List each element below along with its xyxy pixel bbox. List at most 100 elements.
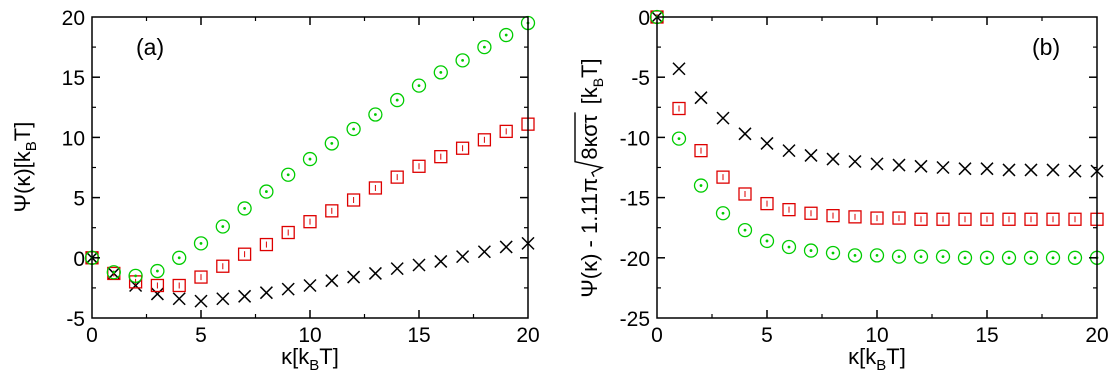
panel-a-point-cross — [347, 270, 361, 284]
panel-b-ylabel-tail: T] — [577, 58, 602, 78]
panel-a-point-cross — [499, 240, 513, 254]
panel-a-point-cross — [434, 254, 448, 268]
panel-b-point-cross — [760, 136, 774, 150]
panel-b-point-circle — [847, 248, 863, 263]
panel-b-y-tick-label: 0 — [638, 7, 650, 30]
panel-b-marks — [649, 9, 1105, 265]
panel-a-point-square — [325, 204, 339, 218]
panel-a-point-square — [194, 270, 208, 284]
panel-a-x-tick-label: 20 — [516, 324, 539, 347]
panel-a-point-cross — [325, 274, 339, 288]
panel-b-point-cross — [738, 127, 752, 141]
panel-b-point-square — [1002, 212, 1016, 226]
panel-b-point-circle — [737, 222, 753, 238]
panel-b-point-cross — [672, 62, 686, 76]
panel-a-ylabel-main: Ψ(κ)[k — [10, 150, 35, 212]
panel-a-y-tick-label: 10 — [62, 127, 85, 150]
panel-b-x-tick-label: 15 — [975, 324, 998, 347]
panel-b-point-cross — [958, 162, 972, 176]
panel-a-y-tick-label: 20 — [62, 7, 85, 30]
panel-b-y-tick-label: -15 — [620, 188, 650, 211]
panel-a-point-circle — [390, 92, 405, 108]
panel-a-x-tick-label: 0 — [86, 324, 98, 347]
panel-b-point-circle — [1001, 250, 1017, 265]
panel-a-y-tick-label: 15 — [62, 67, 85, 90]
panel-a-point-circle — [499, 27, 514, 43]
panel-a-point-square — [390, 170, 404, 184]
panel-a-point-square — [434, 150, 448, 164]
panel-b-point-square — [958, 212, 972, 226]
panel-b-point-cross — [1046, 163, 1060, 177]
panel-b-point-cross — [848, 154, 862, 169]
panel-b-point-square — [738, 187, 752, 201]
panel-b-point-circle — [1067, 250, 1083, 265]
panel-a-point-cross — [281, 282, 295, 296]
panel-a-x-tick-label: 15 — [407, 324, 430, 347]
panel-b-point-cross — [1002, 163, 1016, 177]
panel-b-point-square — [804, 206, 818, 220]
panel-a-xlabel-tail: T] — [319, 344, 339, 369]
panel-b-point-circle — [715, 206, 731, 221]
panel-a-y-tick-label: 0 — [73, 248, 85, 271]
panel-a-point-square — [237, 247, 252, 261]
panel-b-point-square — [672, 101, 686, 116]
panel-b-xlabel-sub: B — [876, 357, 886, 373]
panel-b-point-square — [1068, 212, 1082, 226]
panel-b-point-circle — [759, 233, 775, 249]
panel-b-y-tick-label: -5 — [631, 67, 650, 90]
panel-a-y-tick-label: 5 — [73, 188, 85, 211]
panel-a-point-square — [412, 159, 426, 173]
panel-b-point-cross — [870, 157, 884, 171]
panel-b: 0 5 10 15 20-25-20-15-10-50 (b) κ[kBT] Ψ(κ) … — [574, 7, 1109, 373]
panel-b-y-tick-label: -25 — [620, 308, 650, 331]
panel-b-label: (b) — [1032, 34, 1060, 60]
panel-a-point-square — [259, 237, 274, 252]
panel-b-frame — [656, 16, 1098, 319]
panel-b-point-square — [914, 212, 928, 226]
panel-b-point-circle — [979, 250, 995, 265]
panel-b-ylabel-sub: B — [590, 78, 606, 87]
panel-b-point-cross — [782, 144, 796, 158]
panel-a-point-square — [368, 181, 383, 195]
panel-a-point-circle — [215, 219, 230, 234]
panel-a-point-circle — [346, 121, 361, 137]
panel-b-point-square — [870, 211, 884, 225]
panel-a-point-cross — [456, 250, 470, 264]
panel-a-point-circle — [128, 268, 143, 284]
panel-a-point-circle — [106, 265, 121, 280]
panel-a-y-tick-label: -5 — [66, 308, 85, 331]
panel-a-point-square — [499, 124, 513, 139]
panel-b-point-square — [694, 143, 708, 158]
panel-a-marks — [84, 15, 536, 308]
panel-a-point-circle — [302, 151, 318, 167]
panel-b-y-tick-label: -20 — [620, 248, 650, 271]
panel-b-point-square — [782, 202, 796, 217]
panel-a-point-square — [172, 278, 186, 293]
panel-b-point-cross — [936, 160, 950, 175]
panel-a-point-cross — [150, 287, 164, 301]
panel-b-x-tick-label: 20 — [1085, 324, 1108, 347]
panel-b-point-circle — [1045, 250, 1061, 265]
panel-b-point-circle — [693, 178, 709, 193]
panel-a-ylabel-tail: T] — [10, 122, 35, 142]
panel-a-point-cross — [259, 286, 273, 300]
panel-b-point-square — [848, 210, 862, 224]
panel-a-ylabel-sub: B — [23, 141, 40, 151]
panel-b-point-cross — [892, 158, 906, 172]
panel-b-x-tick-label: 10 — [865, 324, 888, 347]
panel-a-point-circle — [368, 107, 383, 122]
panel-a-point-cross — [390, 262, 404, 276]
panel-b-point-circle — [803, 243, 819, 258]
panel-a-x-axis-label: κ[kBT] — [281, 344, 339, 373]
panel-a-point-cross — [172, 292, 186, 306]
panel-a-label: (a) — [136, 34, 164, 60]
panel-b-point-circle — [781, 239, 797, 255]
panel-a-point-circle — [455, 53, 470, 68]
panel-b-point-circle — [1023, 250, 1039, 265]
panel-a-point-cross — [194, 294, 208, 308]
panel-a-point-cross — [412, 258, 426, 272]
panel-b-point-cross — [694, 91, 708, 105]
